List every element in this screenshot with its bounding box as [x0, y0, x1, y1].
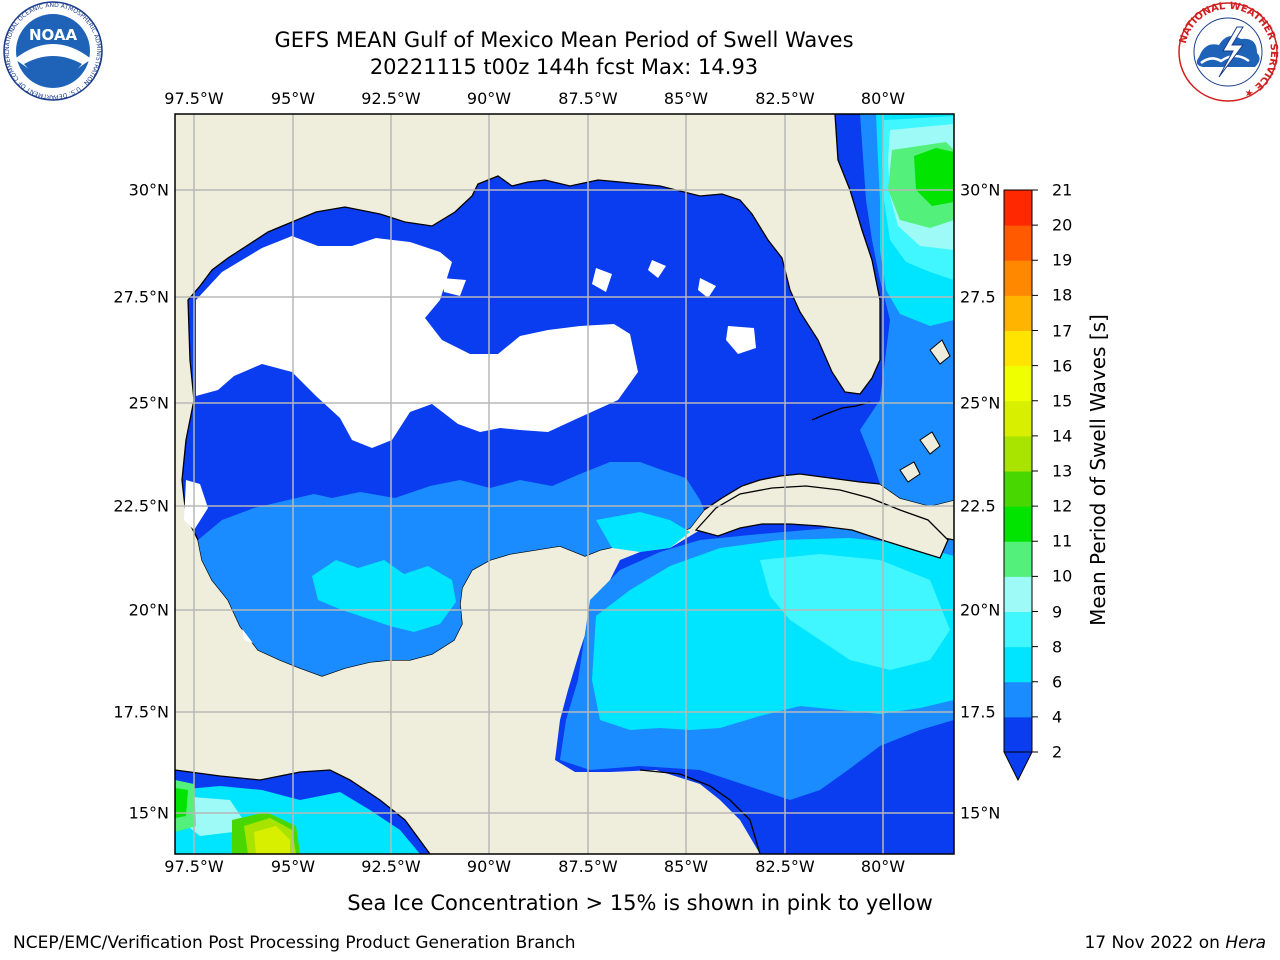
lon-tick-top: 87.5°W	[558, 89, 618, 108]
colorbar-label: Mean Period of Swell Waves [s]	[1086, 314, 1110, 626]
swell-band-10-11s	[914, 148, 954, 206]
colorbar-tick-label: 16	[1052, 356, 1073, 376]
coastline	[639, 769, 761, 854]
colorbar-segment	[1004, 330, 1032, 367]
lat-tick-right: 17.5	[960, 702, 996, 722]
lat-tick-right: 20°N	[960, 600, 1001, 620]
footer-system: Hera	[1225, 933, 1266, 953]
lat-tick-left: 25°N	[128, 393, 169, 413]
colorbar-segment	[1004, 506, 1032, 542]
no-data-area	[184, 480, 208, 530]
colorbar-tick-label: 15	[1052, 391, 1073, 411]
colorbar-tick-label: 2	[1052, 742, 1063, 762]
no-data-area	[698, 278, 716, 298]
cuba-island	[694, 485, 949, 559]
footer-organization: NCEP/EMC/Verification Post Processing Pr…	[13, 933, 576, 953]
no-data-area	[726, 326, 756, 354]
colorbar-tick-label: 9	[1052, 602, 1063, 621]
lon-tick-bottom: 80°W	[860, 857, 906, 876]
no-data-area	[592, 268, 612, 292]
noaa-logo: NATIONAL OCEANIC AND ATMOSPHERIC ADMINIS…	[2, 0, 103, 101]
lat-tick-right: 25°N	[960, 393, 1001, 413]
colorbar-tick-label: 11	[1052, 531, 1073, 551]
colorbar-segment	[1004, 681, 1032, 718]
colorbar-segment	[1004, 541, 1032, 577]
lon-tick-bottom: 87.5°W	[558, 857, 618, 876]
no-data-area	[442, 278, 466, 296]
colorbar-extend-arrow	[1003, 751, 1033, 782]
island	[899, 461, 921, 483]
colorbar-segment	[1004, 611, 1032, 648]
lat-tick-right: 15°N	[960, 803, 1001, 823]
swell-band-2-4s	[198, 462, 704, 676]
lon-tick-bottom: 82.5°W	[755, 857, 815, 876]
colorbar-tick-label: 8	[1052, 637, 1063, 657]
swell-band-4-6s	[596, 512, 690, 552]
lon-tick-bottom: 85°W	[663, 857, 709, 876]
colorbar-segment	[1004, 260, 1032, 296]
colorbar-segment	[1004, 365, 1032, 402]
colorbar-segment	[1004, 576, 1032, 612]
lat-tick-left: 27.5°N	[113, 287, 169, 307]
no-data-area	[196, 236, 638, 448]
lon-tick-top: 80°W	[860, 89, 906, 108]
colorbar-tick-label: 13	[1052, 461, 1073, 481]
lat-tick-right: 22.5	[960, 496, 996, 516]
swell-band-4-6s	[312, 560, 456, 632]
colorbar-tick-label: 17	[1052, 321, 1073, 340]
colorbar-tick-label: 20	[1052, 215, 1073, 235]
lon-tick-top: 95°W	[270, 89, 316, 108]
nws-logo: NATIONAL WEATHER SERVICE ★	[1178, 1, 1279, 102]
colorbar-tick-label: 6	[1052, 672, 1063, 692]
colorbar-tick-label: 10	[1052, 566, 1073, 586]
island	[919, 431, 941, 455]
colorbar	[1003, 189, 1038, 782]
lat-tick-left: 17.5°N	[113, 702, 169, 722]
lat-tick-right: 27.5	[960, 287, 996, 307]
colorbar-tick-label: 4	[1052, 707, 1063, 727]
chart-title: GEFS MEAN Gulf of Mexico Mean Period of …	[274, 28, 854, 52]
colorbar-tick-label: 12	[1052, 496, 1073, 516]
colorbar-segment	[1004, 646, 1032, 683]
colorbar-tick-label: 18	[1052, 285, 1073, 305]
lon-tick-bottom: 97.5°W	[164, 857, 224, 876]
colorbar-tick-label: 14	[1052, 426, 1073, 446]
lon-tick-top: 92.5°W	[361, 89, 421, 108]
lon-tick-bottom: 95°W	[270, 857, 316, 876]
no-data-area	[282, 236, 300, 276]
lon-tick-top: 82.5°W	[755, 89, 815, 108]
svg-text:NOAA: NOAA	[29, 26, 78, 44]
lat-tick-left: 15°N	[128, 803, 169, 823]
lat-tick-left: 22.5°N	[113, 496, 169, 516]
colorbar-segment	[1004, 435, 1032, 472]
lon-tick-top: 90°W	[466, 89, 512, 108]
map-frame	[174, 113, 955, 855]
colorbar-segment	[1004, 295, 1032, 331]
colorbar-segment	[1004, 400, 1032, 437]
lat-tick-left: 30°N	[128, 180, 169, 200]
lon-tick-bottom: 90°W	[466, 857, 512, 876]
colorbar-tick-label: 21	[1052, 180, 1073, 200]
footer-date-text: 17 Nov 2022 on	[1084, 933, 1226, 953]
swell-band-13-14s	[254, 826, 290, 854]
lat-tick-right: 30°N	[960, 180, 1001, 200]
no-data-area	[648, 260, 666, 278]
colorbar-segment	[1004, 471, 1032, 507]
florida-keys	[811, 401, 871, 421]
colorbar-segment	[1004, 225, 1032, 261]
lat-tick-left: 20°N	[128, 600, 169, 620]
lon-tick-bottom: 92.5°W	[361, 857, 421, 876]
chart-subtitle-forecast: 20221115 t00z 144h fcst Max: 14.93	[369, 55, 759, 79]
island	[929, 339, 951, 365]
footer-date: 17 Nov 2022 on Hera	[1084, 933, 1266, 953]
sea-ice-note: Sea Ice Concentration > 15% is shown in …	[347, 891, 933, 915]
lon-tick-top: 85°W	[663, 89, 709, 108]
swell-band-10-11s	[175, 788, 188, 818]
colorbar-segment	[1004, 716, 1032, 753]
colorbar-segment	[1004, 190, 1032, 226]
swell-band-6-8s	[760, 554, 950, 670]
colorbar-tick-label: 19	[1052, 250, 1073, 270]
lon-tick-top: 97.5°W	[164, 89, 224, 108]
